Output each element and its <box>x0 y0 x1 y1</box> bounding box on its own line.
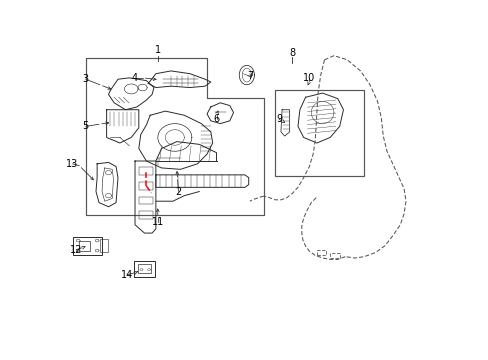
Bar <box>139 211 153 219</box>
Text: 14: 14 <box>121 270 133 280</box>
Bar <box>329 253 339 258</box>
Bar <box>139 182 153 190</box>
Bar <box>73 237 102 255</box>
Bar <box>138 264 150 273</box>
Bar <box>79 240 90 251</box>
Text: 11: 11 <box>151 217 163 227</box>
Text: 10: 10 <box>303 73 315 83</box>
Bar <box>134 261 155 277</box>
Text: 7: 7 <box>247 72 253 81</box>
Text: 8: 8 <box>288 48 295 58</box>
Text: 1: 1 <box>154 45 161 55</box>
Bar <box>275 90 364 176</box>
Text: 6: 6 <box>213 114 219 123</box>
Bar <box>100 239 107 252</box>
Text: 9: 9 <box>275 114 282 125</box>
Bar <box>316 250 326 255</box>
Text: 3: 3 <box>82 74 89 84</box>
Text: 4: 4 <box>132 73 138 83</box>
Text: 12: 12 <box>70 245 82 255</box>
Bar <box>139 197 153 204</box>
Text: 13: 13 <box>66 159 79 169</box>
Text: 5: 5 <box>82 121 89 131</box>
Bar <box>139 167 153 175</box>
Text: 2: 2 <box>175 186 182 197</box>
